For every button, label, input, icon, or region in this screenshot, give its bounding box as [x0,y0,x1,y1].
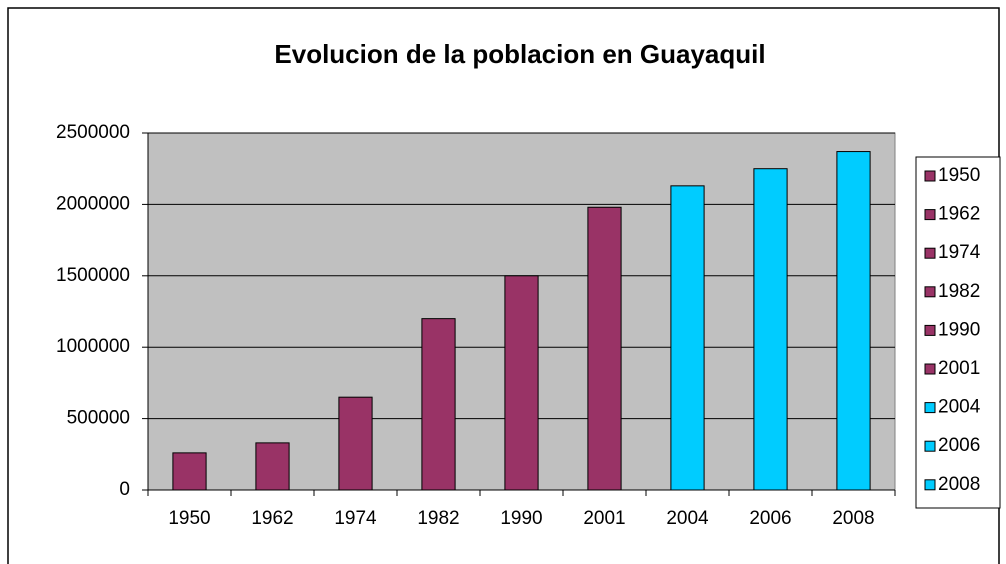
bar [836,151,871,491]
legend-label: 1990 [938,319,980,340]
x-tick-label: 2001 [583,508,625,529]
bar [753,168,788,491]
legend-label: 1962 [938,204,980,225]
legend-swatch [924,363,936,375]
x-tick-label: 1974 [334,508,377,529]
bar [255,442,290,491]
legend-swatch [924,170,936,182]
bar [338,396,373,491]
y-tick-label: 1500000 [56,265,130,286]
legend-label: 2004 [938,397,981,418]
legend-label: 1982 [938,281,980,302]
x-tick-label: 1962 [251,508,293,529]
x-tick-label: 2006 [749,508,791,529]
y-tick-label: 1000000 [56,336,130,357]
legend-swatch [924,247,936,259]
legend-label: 2006 [938,435,980,456]
x-tick-label: 1982 [417,508,459,529]
legend-label: 1950 [938,165,980,186]
legend-swatch [924,479,936,491]
bar [421,318,456,491]
legend-label: 2001 [938,358,980,379]
legend-swatch [924,286,936,298]
x-tick-label: 1950 [168,508,210,529]
legend-label: 1974 [938,242,981,263]
bar [670,185,705,491]
x-tick-label: 2008 [832,508,874,529]
bar [587,206,622,491]
bar [172,452,207,491]
y-tick-label: 0 [119,479,130,500]
bar [504,275,539,491]
y-tick-label: 500000 [67,408,130,429]
legend-swatch [924,209,936,221]
y-tick-label: 2500000 [56,122,130,143]
legend-swatch [924,324,936,336]
legend-label: 2008 [938,474,980,495]
y-tick-label: 2000000 [56,193,130,214]
x-tick-label: 1990 [500,508,542,529]
x-tick-label: 2004 [666,508,709,529]
legend-swatch [924,440,936,452]
chart-title: Evolucion de la poblacion en Guayaquil [274,39,765,69]
legend-swatch [924,402,936,414]
